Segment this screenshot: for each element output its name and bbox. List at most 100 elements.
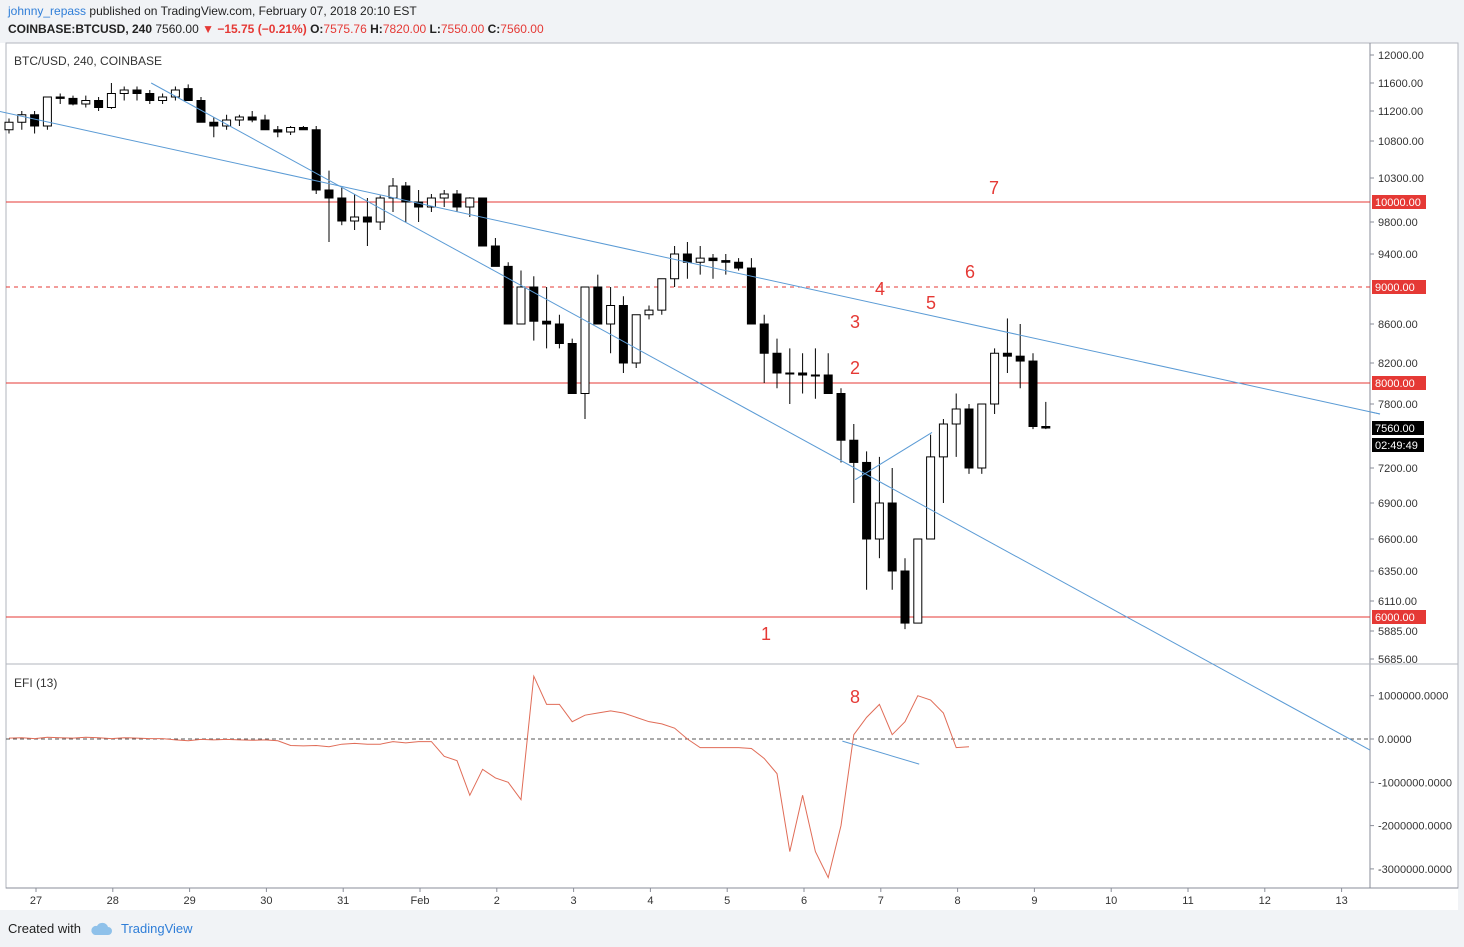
candle-up	[657, 278, 667, 311]
price-level-badge	[1372, 195, 1426, 209]
candle-up	[439, 193, 449, 199]
candle-up	[516, 286, 526, 325]
high-value: 7820.00	[382, 22, 427, 36]
low-label: L:	[429, 22, 441, 36]
price-tick-label: 6350.00	[1378, 566, 1418, 578]
candle-down	[567, 343, 577, 394]
candle-up	[951, 408, 961, 425]
time-tick-label: 10	[1105, 895, 1117, 907]
candle-down	[708, 257, 718, 262]
candle-down	[324, 189, 334, 199]
time-tick-label: 31	[337, 895, 349, 907]
candle-up	[42, 96, 52, 127]
candle-down	[618, 305, 628, 364]
close-value: 7560.00	[500, 22, 544, 36]
annotation-label-1: 1	[761, 624, 771, 644]
price-tick-label: 11200.00	[1378, 106, 1423, 118]
candle-down	[94, 100, 104, 108]
time-tick-label: 4	[647, 895, 653, 907]
candle-up	[286, 127, 296, 133]
trendline[interactable]	[854, 432, 933, 481]
candle-up	[119, 89, 129, 94]
efi-pane-title: EFI (13)	[14, 676, 57, 690]
price-tick-label: 6600.00	[1378, 534, 1418, 546]
candle-up	[350, 216, 360, 222]
candle-down	[759, 323, 769, 354]
candle-down	[337, 197, 347, 222]
price-tick-label: 5685.00	[1378, 654, 1418, 666]
candle-down	[554, 323, 564, 344]
low-value: 7550.00	[440, 22, 485, 36]
candle-up	[695, 257, 705, 263]
trendline[interactable]	[150, 82, 997, 546]
time-tick-label: 7	[878, 895, 884, 907]
trendline[interactable]	[0, 111, 1381, 415]
candle-up	[670, 253, 680, 280]
candle-up	[222, 119, 232, 127]
chart-background	[0, 43, 1458, 910]
countdown-badge-label: 02:49:49	[1375, 440, 1418, 452]
candle-down	[798, 372, 808, 376]
close-label: C:	[487, 22, 501, 36]
time-tick-label: 28	[107, 895, 119, 907]
candle-down	[593, 286, 603, 325]
price-tick-label: 7200.00	[1378, 463, 1418, 475]
price-level-badge	[1372, 280, 1426, 294]
publish-info: johnny_repass published on TradingView.c…	[8, 4, 417, 18]
candle-down	[721, 260, 731, 263]
high-label: H:	[370, 22, 383, 36]
candle-down	[401, 185, 411, 203]
price-level-label: 8000.00	[1375, 378, 1415, 390]
annotation-label-3: 3	[850, 312, 860, 332]
open-label: O:	[310, 22, 324, 36]
time-tick-label: 27	[30, 895, 42, 907]
efi-line	[8, 674, 970, 880]
time-tick-label: 3	[571, 895, 577, 907]
time-tick-label: 29	[183, 895, 195, 907]
candle-down	[849, 439, 859, 463]
candle-down	[209, 121, 219, 127]
candle-up	[926, 456, 936, 540]
candle-down	[362, 216, 372, 223]
time-tick-label: Feb	[411, 895, 430, 907]
candle-down	[452, 193, 462, 208]
candle-down	[1015, 355, 1025, 362]
tradingview-cloud-icon	[91, 922, 112, 935]
price-tick-label: 6110.00	[1378, 596, 1417, 608]
time-tick-label: 13	[1335, 895, 1347, 907]
efi-trendline[interactable]	[842, 740, 920, 765]
candle-up	[426, 197, 436, 208]
candle-down	[900, 570, 910, 624]
footer: Created with TradingView	[8, 921, 193, 936]
price-level-label: 6000.00	[1375, 612, 1415, 624]
tradingview-brand-link[interactable]: TradingView	[120, 921, 193, 936]
price-tick-label: 9800.00	[1378, 217, 1418, 229]
time-tick-label: 2	[494, 895, 500, 907]
candle-up	[106, 93, 116, 108]
time-tick-label: 8	[955, 895, 961, 907]
symbol-label: COINBASE:BTCUSD, 240	[8, 22, 153, 36]
time-tick-label: 6	[801, 895, 807, 907]
main-pane-title: BTC/USD, 240, COINBASE	[14, 54, 162, 68]
candle-up	[234, 116, 244, 121]
author-link[interactable]: johnny_repass	[8, 4, 87, 18]
annotation-label-6: 6	[965, 262, 975, 282]
candle-down	[478, 197, 488, 247]
candle-up	[81, 100, 91, 105]
price-tick-label: 10800.00	[1378, 136, 1424, 148]
created-with-text: Created with	[8, 921, 81, 936]
candle-down	[682, 253, 692, 263]
price-tick-label: 9400.00	[1378, 249, 1418, 261]
candle-up	[388, 185, 398, 199]
price-change: ▼ −15.75 (−0.21%)	[202, 22, 307, 36]
trendline-extension	[995, 544, 1371, 751]
candle-down	[55, 96, 65, 99]
price-tick-label: 11600.00	[1378, 78, 1423, 90]
candle-up	[631, 314, 641, 364]
time-tick-label: 5	[724, 895, 730, 907]
candle-down	[183, 88, 193, 101]
candle-down	[746, 267, 756, 325]
candle-down	[836, 393, 846, 441]
candle-up	[785, 372, 795, 375]
